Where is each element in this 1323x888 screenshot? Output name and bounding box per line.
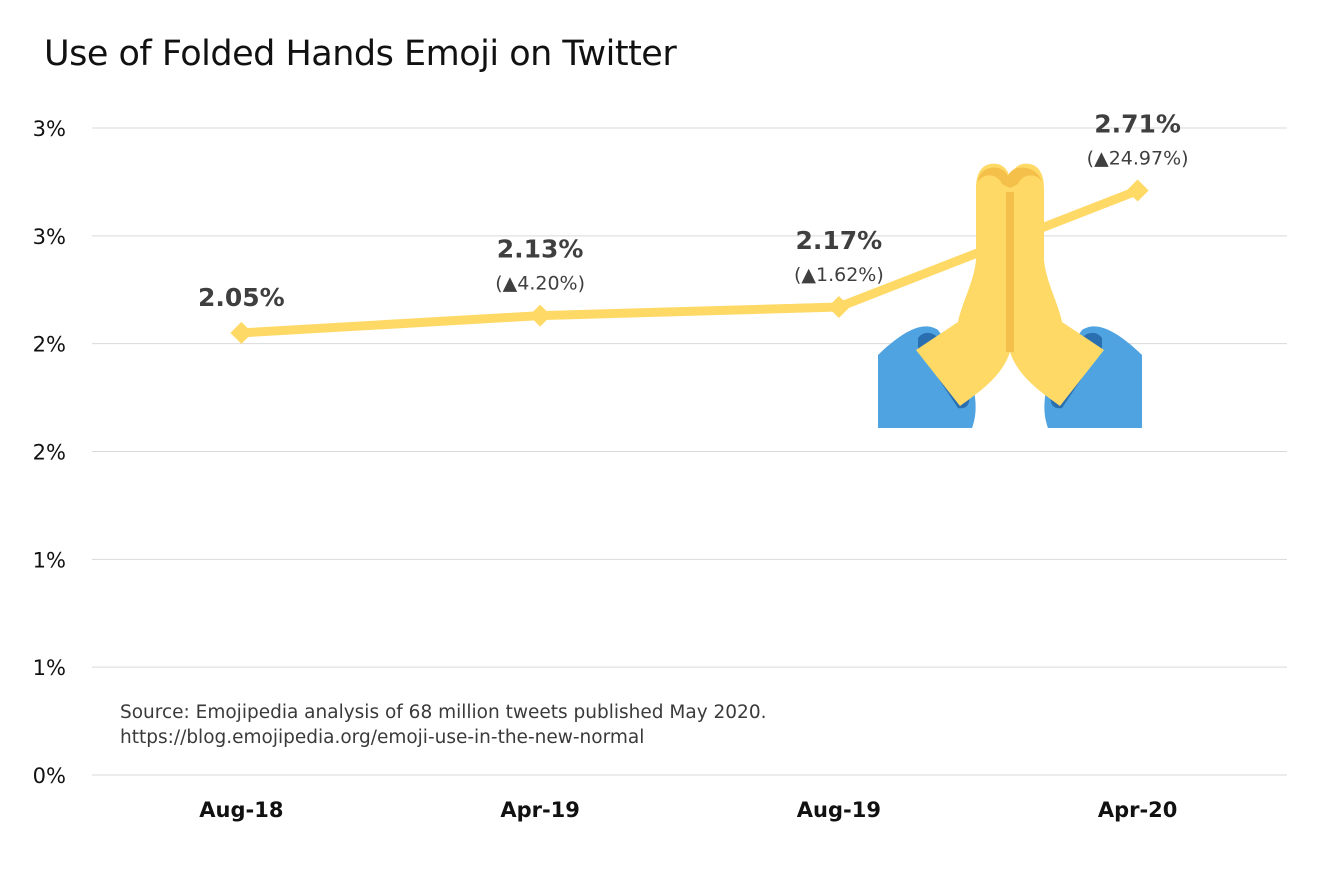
data-point-marker: [827, 296, 850, 319]
data-point-marker: [529, 304, 552, 327]
source-line-2: https://blog.emojipedia.org/emoji-use-in…: [120, 727, 645, 748]
data-change-label: (▲24.97%): [1087, 148, 1189, 170]
data-value-label: 2.17%: [796, 226, 883, 255]
x-tick-label: Apr-19: [500, 798, 580, 822]
y-tick-label: 1%: [33, 548, 66, 572]
left-hand: [916, 163, 1010, 406]
source-line-1: Source: Emojipedia analysis of 68 millio…: [120, 702, 767, 723]
right-hand: [1010, 163, 1104, 406]
grid-lines: [92, 127, 1287, 776]
data-point-marker: [230, 321, 253, 344]
x-tick-label: Aug-18: [199, 798, 283, 822]
x-axis-ticks: Aug-18 Apr-19 Aug-19 Apr-20: [199, 798, 1177, 822]
x-tick-label: Aug-19: [797, 798, 881, 822]
fingertip-shading: [978, 167, 1042, 188]
data-value-label: 2.05%: [198, 283, 285, 312]
hands-seam: [1006, 192, 1014, 352]
x-tick-label: Apr-20: [1098, 798, 1178, 822]
y-tick-label: 1%: [33, 656, 66, 680]
chart-title: Use of Folded Hands Emoji on Twitter: [44, 34, 677, 74]
y-axis-ticks: 0% 1% 1% 2% 2% 3% 3%: [33, 117, 66, 788]
y-tick-label: 2%: [33, 441, 66, 465]
data-value-label: 2.71%: [1094, 110, 1181, 139]
y-tick-label: 3%: [33, 225, 66, 249]
data-change-label: (▲1.62%): [794, 264, 884, 286]
series-line-layer: 2.05% 2.13% (▲4.20%) 2.17% (▲1.62%) 2.71% (▲24…: [198, 110, 1189, 344]
data-value-label: 2.13%: [497, 235, 584, 264]
y-tick-label: 0%: [33, 764, 66, 788]
data-point-marker: [1126, 179, 1149, 202]
folded-hands-emoji-icon: [878, 163, 1142, 428]
source-note: Source: Emojipedia analysis of 68 millio…: [120, 700, 766, 750]
y-tick-label: 3%: [33, 117, 66, 141]
y-tick-label: 2%: [33, 333, 66, 357]
data-change-label: (▲4.20%): [495, 273, 585, 295]
